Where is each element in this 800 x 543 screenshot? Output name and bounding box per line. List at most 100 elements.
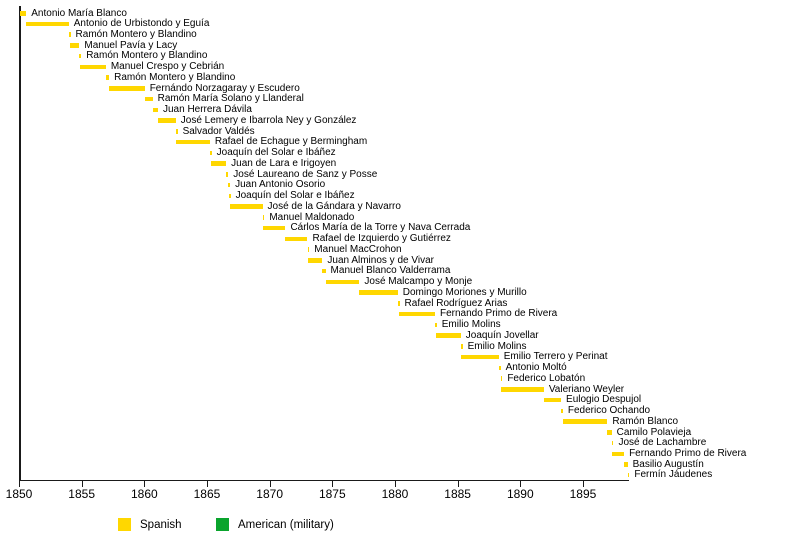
bar-label: Manuel Maldonado [269, 211, 355, 223]
bar-label: Camilo Polavieja [616, 426, 692, 438]
timeline-bar [562, 419, 608, 424]
bar-label: Juan Herrera Dávila [162, 104, 252, 116]
timeline-bar [79, 53, 82, 59]
timeline-bar [226, 172, 229, 177]
timeline-bar [397, 301, 400, 306]
bar-label: Joaquín del Solar e Ibáñez [235, 190, 355, 202]
x-axis-tick [206, 481, 208, 487]
timeline-bar [80, 64, 106, 70]
timeline-bar [398, 311, 435, 317]
bar-label: Manuel Blanco Valderrama [330, 265, 451, 277]
timeline-bar [461, 354, 499, 360]
timeline-bar [157, 118, 176, 123]
timeline-bar [263, 225, 286, 231]
bar-label: Antonio Moltó [505, 362, 567, 374]
bar-label: Manuel Pavía y Lacy [84, 39, 178, 51]
timeline-bar [109, 86, 145, 91]
timeline-bar [500, 376, 503, 381]
x-axis-tick-label: 1890 [506, 487, 534, 501]
x-axis-tick-label: 1895 [569, 487, 597, 501]
x-axis-tick-label: 1885 [444, 487, 471, 501]
bar-label: Joaquín Jovellar [465, 329, 539, 341]
bar-label: Rafael de Echague y Bermingham [214, 136, 368, 148]
bar-label: Fernando Primo de Rivera [439, 308, 558, 320]
timeline-bar [144, 96, 153, 102]
x-axis-tick-label: 1870 [256, 487, 284, 501]
timeline-bar [624, 462, 628, 467]
y-axis-line [19, 6, 21, 480]
timeline-bar [262, 215, 265, 220]
x-axis-tick [582, 481, 584, 487]
timeline-bar [176, 139, 210, 145]
bar-label: Ramón María Solano y Llanderal [157, 93, 304, 105]
bar-label: Fernando Primo de Rivera [629, 448, 747, 459]
timeline-bar [307, 247, 310, 252]
timeline-bar [68, 32, 71, 37]
timeline-bar [211, 161, 227, 166]
x-axis-tick [144, 481, 146, 487]
timeline-bar [359, 290, 398, 295]
timeline-bar [561, 408, 563, 414]
bar-label: Antonio María Blanco [31, 7, 127, 19]
timeline-bar [175, 129, 178, 134]
bar-label: Fermín Jáudenes [634, 469, 713, 481]
bar-label: José de Lachambre [618, 437, 707, 449]
timeline-bar [435, 333, 461, 338]
timeline-bar [607, 430, 612, 435]
timeline-bar [20, 11, 27, 16]
timeline-bar [612, 451, 625, 456]
timeline-bar [228, 182, 231, 188]
bar-label: Federico Ochando [567, 405, 651, 417]
x-axis-tick-label: 1855 [68, 487, 96, 501]
timeline-bar [70, 43, 80, 48]
timeline-bar [308, 258, 323, 263]
x-axis-tick-label: 1880 [381, 487, 409, 501]
bar-label: José Lemery e Ibarrola Ney y González [180, 114, 357, 126]
timeline-bar [501, 387, 544, 392]
bar-label: Ramón Montero y Blandino [86, 50, 208, 62]
timeline-bar [543, 397, 562, 403]
bar-label: Emilio Molins [467, 340, 527, 352]
x-axis-tick [457, 481, 459, 487]
timeline-bar [26, 21, 69, 27]
bar-label: Salvador Valdés [182, 125, 255, 137]
x-axis-tick [81, 481, 83, 487]
bar-label: Emilio Molins [441, 319, 501, 331]
timeline-bar [325, 279, 360, 285]
timeline-bar [105, 75, 110, 80]
timeline-bar [229, 204, 263, 209]
bar-label: Eulogio Despujol [566, 394, 642, 406]
bar-label: Juan Alminos y de Vivar [327, 254, 434, 266]
bar-label: Juan de Lara e Irigoyen [231, 157, 337, 169]
x-axis-line [19, 479, 629, 481]
timeline-bar [460, 344, 463, 349]
x-axis-tick [394, 481, 396, 487]
bar-label: Domingo Moriones y Murillo [402, 286, 527, 298]
timeline-bar [498, 365, 501, 371]
timeline-bar [209, 150, 212, 156]
bar-label: Rafael Rodríguez Arias [404, 297, 508, 309]
timeline-bar [322, 268, 326, 274]
bar-label: Valeriano Weyler [548, 383, 625, 395]
timeline-bar [611, 440, 614, 446]
bar-label: José Malcampo y Monje [364, 276, 473, 288]
bar-label: Federico Lobatón [507, 372, 586, 384]
x-axis-tick [19, 481, 20, 487]
x-axis-tick [269, 481, 271, 487]
bar-label: Ramón Montero y Blandino [114, 71, 236, 83]
timeline-bar [152, 107, 158, 113]
bar-label: Antonio de Urbistondo y Eguía [73, 18, 210, 30]
x-axis-tick [520, 481, 522, 487]
bar-label: Juan Antonio Osorio [235, 179, 326, 191]
x-axis-tick-label: 1865 [193, 487, 221, 501]
bar-label: José Laureano de Sanz y Posse [233, 168, 378, 180]
bar-label: Cárlos María de la Torre y Nava Cerrada [290, 222, 471, 234]
x-axis-tick [332, 481, 334, 487]
bar-label: Ramón Blanco [612, 415, 679, 427]
x-axis-tick-label: 1875 [318, 487, 346, 501]
bar-label: Manuel Crespo y Cebrián [110, 61, 225, 73]
bar-label: Emilio Terrero y Perinat [503, 351, 608, 363]
bar-label: Joaquín del Solar e Ibáñez [216, 147, 336, 159]
legend-swatch-spanish-icon [118, 518, 131, 531]
